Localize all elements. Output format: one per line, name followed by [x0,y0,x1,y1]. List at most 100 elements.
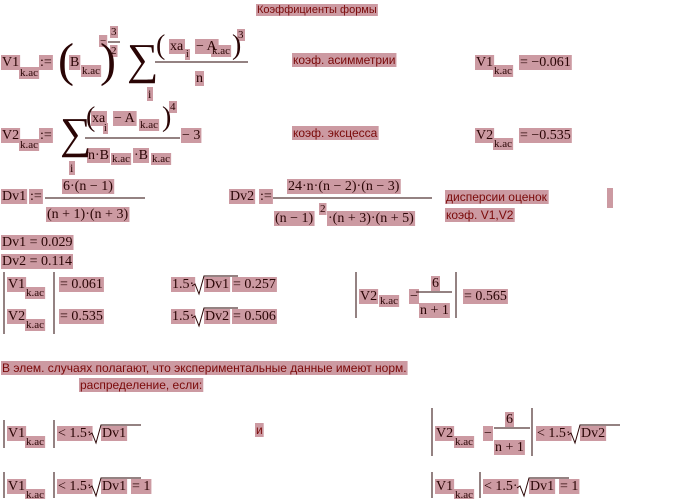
highlight [81,65,102,77]
highlight [529,479,556,494]
highlight [1,55,21,70]
math-token: ( [86,102,95,133]
math-token: < 1.5· [58,426,92,441]
math-token: − A [196,39,218,54]
highlight [171,277,196,292]
radical [516,477,569,498]
math-token: = −0.061 [520,55,571,70]
math-token: = 0.565 [464,289,507,304]
highlight [25,287,46,299]
math-token: n + 1 [495,440,524,455]
highlight [131,479,152,494]
math-token: ·B [134,148,148,163]
highlight [19,67,40,79]
math-token: = 0.061 [60,277,103,292]
radical [88,477,141,498]
highlight [505,412,514,427]
math-token: V2 [476,128,493,143]
math-token: = 0.506 [233,309,276,324]
highlight [69,55,81,70]
math-token: (n − 1) [275,211,314,226]
highlight [519,55,572,70]
math-token: Dv1 = 0.029 [2,235,73,250]
label: дисперсии оценок [446,190,548,204]
highlight [1,361,408,375]
math-token: Dv1 [2,189,26,204]
highlight [46,207,130,222]
label: и [256,423,263,437]
highlight [79,378,204,392]
highlight [110,26,118,38]
highlight [181,128,202,143]
highlight [19,139,40,151]
highlight [274,211,315,226]
highlight [113,111,137,126]
math-token: i [148,87,152,101]
highlight [559,479,580,494]
highlight [29,189,43,204]
highlight [419,303,450,318]
math-token: = 0.257 [233,277,276,292]
highlight [25,489,46,499]
radical [191,307,238,328]
highlight [519,128,572,143]
highlight [536,426,572,441]
math-token: Dv1 [205,277,229,292]
highlight [204,309,231,324]
math-token: k.ac [140,119,158,131]
math-token: 4 [170,101,176,113]
highlight [39,55,53,70]
math-token: Dv2 [205,309,229,324]
highlight [435,426,455,441]
math-token: 24·n·(n − 2)·(n − 3) [288,179,400,194]
math-token: := [40,128,52,143]
math-token: = 1 [560,479,578,494]
highlight [237,29,245,41]
math-token: V2 [360,289,377,304]
highlight [292,126,379,140]
highlight [57,479,93,494]
highlight [101,426,128,441]
math-token: ) [100,34,116,87]
math-token: 2 [320,203,326,215]
label: коэф. асимметрии [293,53,395,67]
highlight [454,436,475,448]
highlight [101,479,128,494]
math-token: V1 [476,55,493,70]
math-token: Dv2 [581,426,605,441]
highlight [7,309,27,324]
math-token: = 0.535 [60,309,103,324]
label: коэф. V1,V2 [446,208,514,222]
math-token: i [104,123,107,134]
math-token: k.ac [20,67,38,79]
math-token: B [70,55,79,70]
label: Коэффициенты формы [257,4,377,16]
math-token: 3 [111,26,117,38]
content: Коэффициенты формы коэф. асимметрии коэф. … [2,4,620,499]
highlight [59,277,104,292]
highlight [7,277,27,292]
math-token: ) [232,30,241,61]
math-token: = 1 [132,479,150,494]
math-token: < 1.5· [58,479,92,494]
math-token: ∑ [127,35,158,84]
math-token: 6·(n − 1) [63,179,113,194]
math-token: ( [156,30,165,61]
highlight [59,309,104,324]
math-token: (n + 1)·(n + 3) [47,207,128,222]
math-token: k.ac [26,319,44,331]
highlight [171,309,196,324]
math-token: 2 [111,45,117,57]
highlight [292,53,397,67]
radical [191,275,238,296]
math-token: V1 [8,479,25,494]
highlight [409,289,419,304]
highlight [494,440,525,455]
math-token: := [30,189,42,204]
math-token: V1 [8,277,25,292]
math-token: k.ac [26,489,44,499]
highlight [25,436,46,448]
math-token: k.ac [455,436,473,448]
highlight [204,277,231,292]
